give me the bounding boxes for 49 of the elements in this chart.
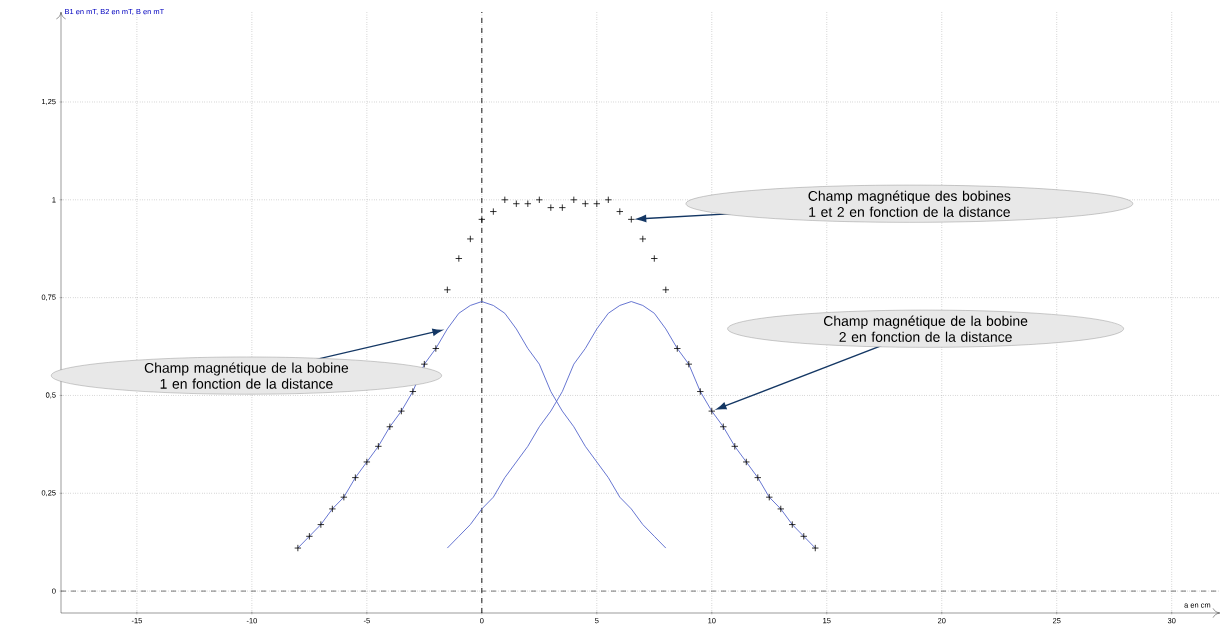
point — [524, 200, 532, 208]
point — [673, 344, 681, 353]
point — [501, 196, 509, 204]
point — [788, 520, 796, 529]
point — [719, 423, 727, 431]
point — [558, 204, 566, 212]
point — [489, 207, 497, 216]
point — [340, 493, 348, 501]
point — [455, 254, 463, 263]
point — [627, 215, 635, 223]
annotation: Champ magnétique de la bobine 2 en fonction de la distance — [823, 315, 1028, 342]
annotation: Champ magnétique de la bobine 1 en fonction de la distance — [144, 362, 349, 389]
point — [443, 286, 451, 294]
point — [731, 442, 739, 450]
point — [317, 520, 325, 529]
point — [777, 505, 785, 513]
point — [616, 207, 624, 216]
point — [662, 286, 670, 294]
point — [765, 493, 773, 501]
point — [512, 200, 520, 208]
point — [754, 474, 762, 482]
point — [466, 235, 474, 243]
annotation: Champ magnétique des bobines 1 et 2 en fonction de la distance — [808, 190, 1011, 217]
point — [593, 200, 601, 208]
point — [800, 532, 808, 540]
point — [811, 544, 819, 552]
point — [478, 215, 486, 223]
point — [742, 458, 750, 466]
point — [305, 532, 313, 540]
point — [328, 505, 336, 513]
point — [374, 442, 382, 450]
point — [535, 196, 543, 204]
point — [650, 254, 658, 263]
point — [581, 200, 589, 208]
point — [696, 387, 704, 396]
point — [363, 458, 371, 466]
point — [547, 204, 555, 212]
point — [432, 344, 440, 353]
point — [420, 360, 428, 368]
point — [685, 360, 693, 368]
point — [386, 423, 394, 431]
point — [570, 196, 578, 204]
point — [409, 387, 417, 396]
point — [397, 407, 405, 415]
point — [604, 196, 612, 204]
point — [294, 544, 302, 552]
point — [639, 235, 647, 243]
point — [708, 407, 716, 415]
point — [351, 474, 359, 482]
